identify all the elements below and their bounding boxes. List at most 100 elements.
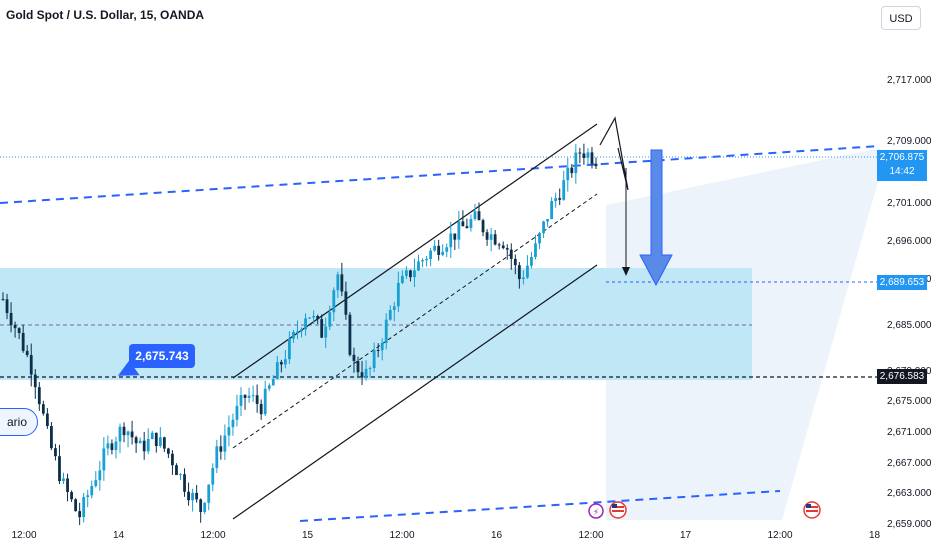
candle-body [187,491,190,501]
candle-body [195,492,199,500]
lightning-event-icon[interactable]: ⚡ [588,503,604,519]
candle-body [437,245,441,255]
candle-body [400,275,404,283]
candle-body [54,448,57,457]
candle-body [58,456,61,482]
candle-body [570,167,574,174]
chart-title: Gold Spot / U.S. Dollar, 15, OANDA [6,8,205,22]
candle-body [166,448,170,454]
x-tick-label: 17 [679,530,692,541]
upper-dashed-channel [0,145,881,204]
current-price-timer: 14:42 [889,166,915,177]
candle-body [207,484,211,503]
lower-dashed-channel [299,490,781,522]
candle-body [94,480,98,486]
candle-body [150,432,154,439]
us-flag-event-icon[interactable] [803,501,821,519]
candle-body [578,152,582,154]
candle-body [461,221,465,227]
candle-body [110,443,114,451]
channel-lower-line [232,264,598,520]
candle-body [50,426,53,449]
candle-body [485,232,489,240]
candle-body [521,277,525,280]
candle-body [312,315,316,318]
candle-body [25,350,29,356]
candle-body [45,413,49,427]
x-tick-label: 15 [301,530,314,541]
candle-body [421,260,424,262]
candle-body [162,437,166,449]
candle-body [388,309,392,320]
candle-body [384,319,388,344]
candle-body [546,219,549,222]
candle-body [78,511,82,518]
candle-body [352,354,356,361]
candle-body [5,299,9,313]
candle-body [106,443,110,449]
candle-body [279,362,283,365]
scenario-pill[interactable]: ario [0,408,39,436]
candle-body [126,431,130,436]
big-down-arrow-icon [639,149,673,287]
candle-body [239,394,243,406]
candle-body [542,221,545,234]
y-tick-label: 2,701.000 [887,197,932,209]
candle-body [255,395,259,404]
candle-body [324,326,328,338]
price-callout: 2,675.743 [129,344,195,368]
candle-body [66,478,69,493]
candle-body [154,432,158,447]
x-tick-label: 14 [112,530,125,541]
projection-arrow-head [622,267,630,276]
candle-body [433,245,437,251]
candle-body [267,385,271,389]
candle-body [275,362,279,379]
candle-body [582,153,586,158]
candle-body [477,211,481,221]
svg-text:⚡: ⚡ [593,508,599,518]
target-price-tag: 2,689.653 [877,275,927,290]
candle-body [21,332,25,351]
candle-body [396,282,400,307]
candle-body [118,426,122,442]
candle-body [453,233,457,240]
x-tick-label: 12:00 [200,530,226,541]
candle-body [259,403,263,415]
candle-body [336,274,340,291]
candle-body [86,495,90,498]
candle-body [380,343,384,351]
candle-body [340,274,344,292]
candle-body [271,378,275,386]
candle-body [296,331,299,333]
candle-body [392,306,396,310]
candle-body [554,198,558,202]
candle-body [356,360,360,373]
candle-body [223,435,227,452]
candle-body [17,328,21,333]
candle-body [332,290,336,313]
candle-body [41,404,45,414]
us-flag-event-icon[interactable] [609,501,627,519]
candle-body [469,219,473,228]
candle-body [288,338,291,360]
currency-button[interactable]: USD [881,6,921,30]
candle-body [98,470,102,481]
y-tick-label: 2,717.000 [887,75,932,87]
candle-body [37,387,41,405]
candle-body [215,446,219,468]
candle-body [413,270,416,278]
candle-body [465,226,469,228]
current-price-value: 2,706.875 [879,152,925,163]
candle-body [457,221,461,240]
candle-body [558,198,562,200]
candle-body [376,349,380,351]
candle-body [449,233,453,248]
candle-body [203,502,207,512]
candle-body [146,438,150,452]
candle-body [90,485,94,496]
candle-body [320,319,324,338]
candle-body [429,250,433,259]
candle-body [251,395,255,397]
